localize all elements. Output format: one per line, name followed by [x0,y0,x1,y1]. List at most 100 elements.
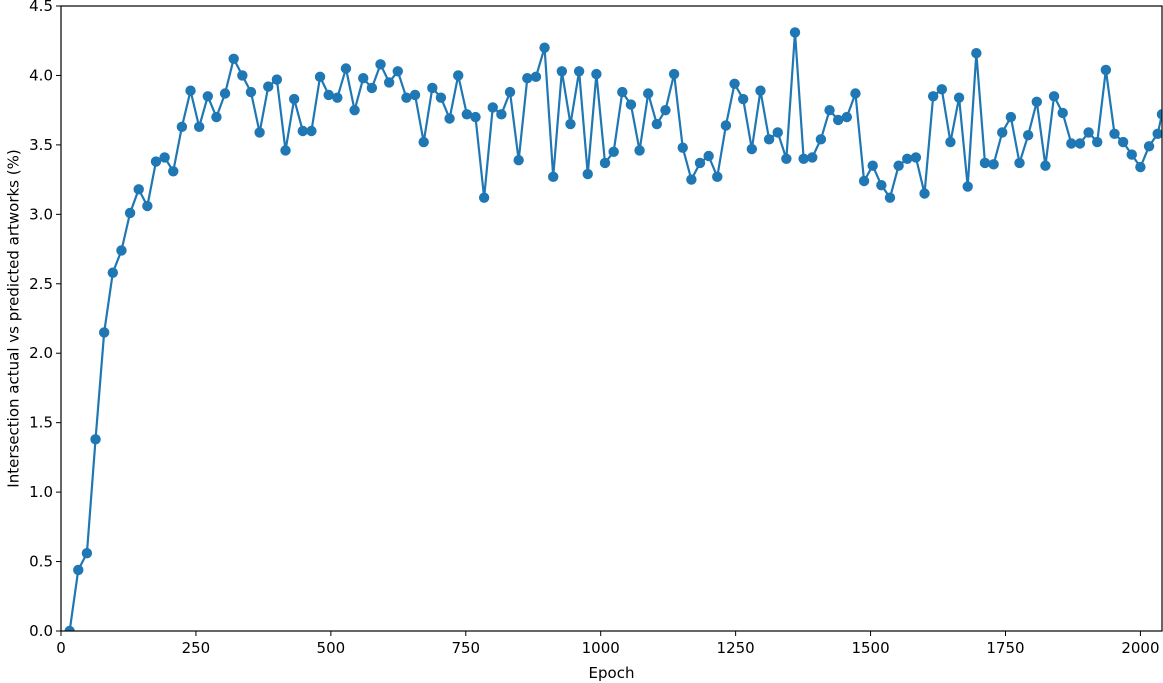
data-point [107,267,119,278]
data-point [936,84,947,95]
data-point [755,85,766,96]
data-point [358,73,369,84]
data-point [237,70,248,81]
data-point [219,88,231,99]
y-tick-label: 1.5 [29,414,53,432]
data-point [461,109,473,120]
data-point [1100,64,1112,76]
data-point [383,77,395,88]
data-point [470,111,481,123]
data-point [1074,138,1086,149]
data-point [487,102,498,113]
data-point [504,86,516,98]
x-tick-label: 1750 [986,639,1024,657]
x-tick-label: 2000 [1121,639,1159,657]
data-point [910,152,922,163]
data-point [815,134,827,145]
data-point [789,27,801,38]
data-point [297,125,308,137]
y-tick-label: 4.0 [29,66,53,84]
data-point [245,86,257,98]
plot-frame [60,5,1163,632]
data-point [686,174,697,185]
data-point [1040,160,1051,171]
data-point [565,118,576,130]
data-point [90,434,101,445]
y-tick-label: 3.5 [29,136,53,154]
data-point [746,143,758,155]
data-point [962,181,973,192]
data-point [323,89,334,101]
data-point [539,42,550,53]
data-point [116,245,127,256]
data-point [349,104,360,116]
data-point [314,71,326,83]
data-point [617,86,628,98]
data-point [168,166,179,177]
data-point [997,127,1008,138]
x-tick-label: 250 [182,639,211,657]
x-axis: 0 250 500 750 1000 1250 1500 1750 2000 [56,631,1160,657]
x-tick-label: 750 [451,639,480,657]
data-point [202,91,213,102]
data-point [729,78,740,89]
series-line [68,31,1162,631]
data-point [677,142,688,153]
data-point [858,175,870,187]
y-axis: 0.0 0.5 1.0 1.5 2.0 2.5 3.0 3.5 4.0 4.5 [29,0,61,640]
data-point [573,66,585,77]
data-point [133,184,144,195]
data-point [263,81,274,92]
data-point [288,93,300,105]
data-point [427,82,438,94]
data-point [306,125,317,137]
data-point [444,113,455,124]
data-point [375,59,386,70]
data-point [720,120,732,131]
data-point [556,66,568,77]
data-point [522,73,533,84]
x-axis-label: Epoch [589,664,635,682]
data-point [1031,96,1042,108]
data-point [1066,138,1077,149]
data-point [867,160,878,171]
data-point [280,145,291,156]
series-group [64,27,1162,631]
data-point [159,152,170,163]
data-point [142,200,153,212]
data-point [1014,157,1025,169]
data-point [772,127,783,138]
data-point [228,53,239,64]
data-point [1117,136,1129,148]
data-point [478,192,490,203]
data-point [953,92,965,103]
data-point [1005,111,1017,123]
data-point [807,152,818,163]
data-point [530,71,542,83]
data-point [660,104,671,116]
data-point [1156,109,1162,120]
y-tick-label: 0.5 [29,553,53,571]
data-layer [64,27,1162,631]
y-tick-label: 1.0 [29,483,53,501]
data-point [185,85,196,96]
data-point [582,168,593,180]
y-tick-label: 3.0 [29,205,53,223]
data-point [945,136,956,148]
x-tick-label: 0 [56,639,66,657]
data-point [893,160,904,171]
data-point [979,157,991,169]
data-point [832,114,844,126]
data-point [1109,128,1120,139]
data-point [798,153,809,164]
data-point [1022,129,1034,141]
data-point [927,91,939,102]
data-point [781,153,792,164]
data-point [73,564,84,576]
data-point [1048,91,1060,102]
data-point [401,92,412,103]
data-point [340,63,352,74]
data-point [211,111,222,123]
data-point [1083,127,1094,138]
